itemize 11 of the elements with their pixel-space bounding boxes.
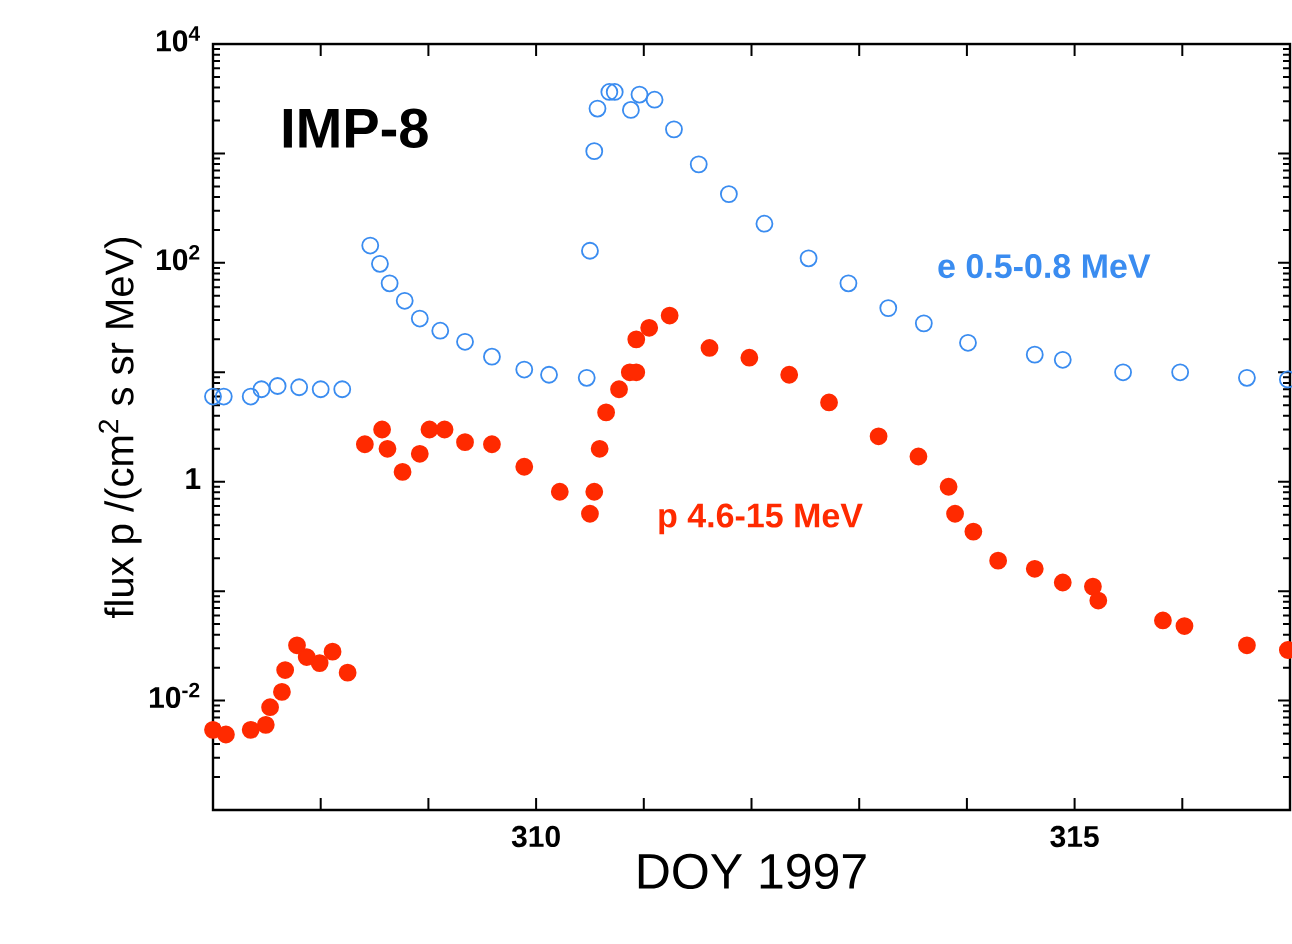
x-tick-label: 310 [511,825,560,848]
annotation: IMP-8 [283,108,428,149]
y-tick-label: 10$^{-2}$ [149,682,200,709]
y-axis-title: flux p /(cm$^{2}$ s sr MeV) [98,237,142,619]
y-tick-label: 10$^{2}$ [156,244,200,271]
x-axis-title: DOY 1997 [638,853,866,890]
x-tick-label: 315 [1050,825,1099,848]
series-label: e 0.5-0.8 MeV [938,254,1151,279]
y-tick-label: 10$^{4}$ [156,26,200,52]
y-tick-label: 1 [186,468,201,489]
series-label: p 4.6-15 MeV [659,503,863,535]
